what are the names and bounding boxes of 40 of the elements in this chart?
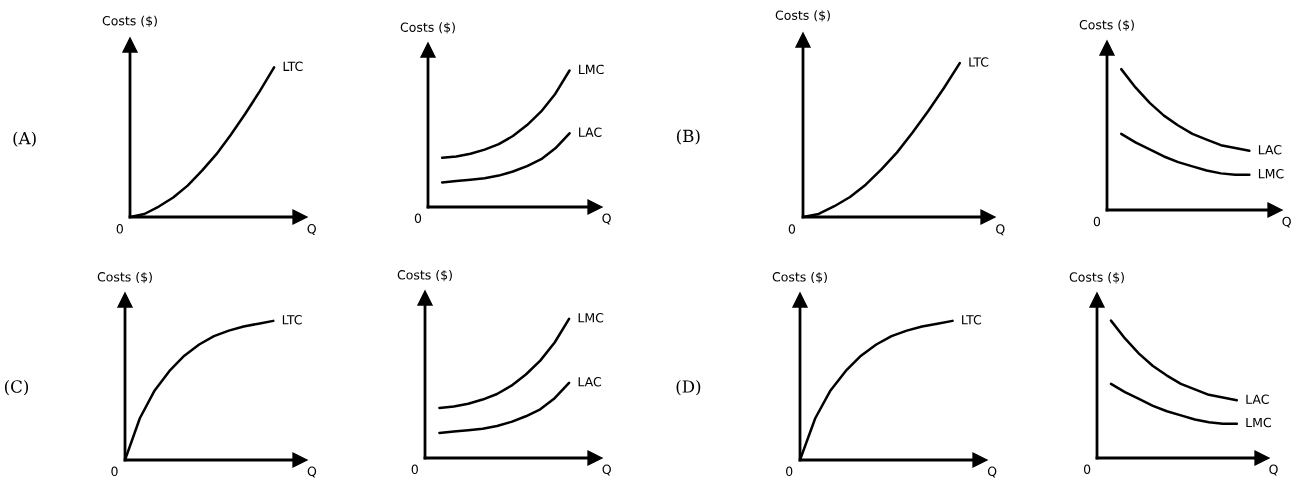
- x-axis-title: Q: [996, 224, 1005, 236]
- x-axis-title: Q: [602, 213, 611, 225]
- x-axis-title: Q: [602, 464, 611, 476]
- y-axis-title: Costs ($): [97, 271, 152, 284]
- series-label: LTC: [283, 61, 303, 72]
- series-label: LAC: [578, 377, 602, 387]
- series-label: LTC: [962, 315, 982, 325]
- y-axis-title: Costs ($): [775, 10, 830, 22]
- series-label: LMC: [578, 313, 604, 323]
- y-axis-title: Costs ($): [400, 22, 455, 34]
- series-label: LTC: [282, 315, 302, 325]
- y-axis-title: Costs ($): [1079, 19, 1134, 32]
- series-label: LMC: [579, 64, 604, 75]
- text: (D): [676, 379, 701, 396]
- text: 0: [788, 224, 796, 234]
- text: 0: [1093, 216, 1101, 227]
- text: 0: [786, 466, 793, 477]
- y-axis-title: Costs ($): [772, 271, 827, 284]
- y-axis-title: Costs ($): [397, 269, 452, 282]
- y-axis-title: Costs ($): [102, 15, 157, 28]
- text: 0: [116, 224, 123, 234]
- x-axis-title: Q: [307, 224, 316, 235]
- text: (B): [676, 129, 700, 145]
- text: (C): [4, 379, 29, 396]
- y-axis-title: Costs ($): [1069, 272, 1124, 284]
- x-axis-title: Q: [987, 466, 997, 478]
- x-axis-title: Q: [1269, 464, 1278, 476]
- series-label: LAC: [1246, 394, 1269, 404]
- series-label: LMC: [1258, 168, 1284, 179]
- text: 0: [111, 466, 118, 477]
- series-label: LMC: [1246, 417, 1271, 428]
- text: 0: [411, 464, 418, 475]
- series-label: LAC: [1258, 145, 1282, 155]
- x-axis-title: Q: [307, 466, 317, 478]
- text: (A): [13, 131, 36, 147]
- series-label: LAC: [579, 127, 602, 137]
- text: 0: [1083, 464, 1091, 474]
- text: 0: [414, 213, 422, 223]
- series-label: LTC: [969, 57, 989, 67]
- x-axis-title: Q: [1282, 216, 1291, 228]
